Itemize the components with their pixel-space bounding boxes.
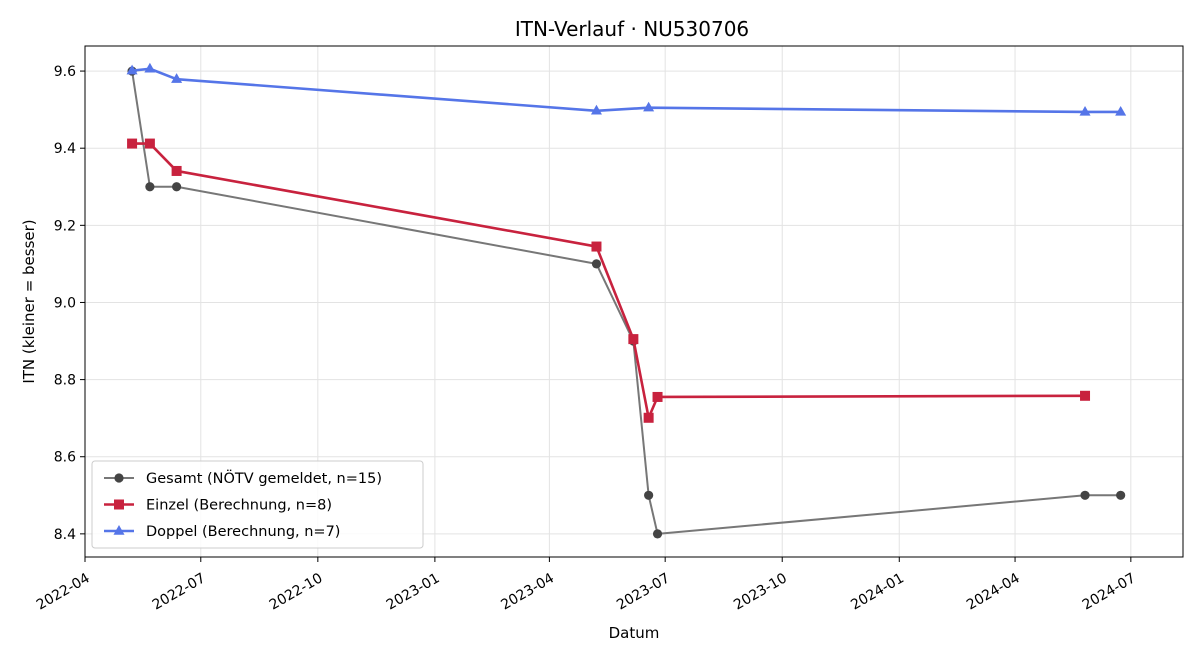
legend-marker-gesamt	[114, 473, 124, 483]
x-tick-label: 2022-10	[267, 570, 326, 613]
x-axis-label: Datum	[609, 624, 660, 642]
data-point-einzel	[1080, 390, 1091, 401]
x-tick-label: 2024-04	[964, 570, 1023, 613]
chart-title: ITN-Verlauf · NU530706	[515, 17, 749, 41]
series-doppel	[126, 62, 1127, 116]
data-point-einzel	[127, 138, 138, 149]
x-tick-label: 2023-04	[498, 570, 557, 613]
data-point-gesamt	[591, 259, 602, 269]
legend-box	[91, 460, 424, 549]
y-axis-label: ITN (kleiner = besser)	[20, 219, 38, 383]
data-point-gesamt	[1116, 490, 1126, 500]
plot-frame	[84, 45, 1184, 558]
legend-label-doppel: Doppel (Berechnung, n=7)	[146, 524, 340, 540]
x-tick-label: 2023-07	[614, 570, 673, 613]
series-layer	[126, 62, 1127, 539]
y-tick-label: 9.0	[54, 295, 76, 311]
legend-label-gesamt: Gesamt (NÖTV gemeldet, n=15)	[146, 469, 382, 487]
data-point-einzel	[652, 391, 663, 402]
legend: Gesamt (NÖTV gemeldet, n=15) Einzel (Bere…	[91, 460, 424, 549]
data-point-doppel	[171, 73, 183, 83]
series-line-einzel	[132, 142, 1086, 420]
data-point-gesamt	[644, 490, 654, 500]
data-point-einzel	[643, 412, 654, 423]
legend-marker-einzel	[114, 499, 124, 510]
y-tick-label: 8.6	[54, 450, 76, 466]
y-tick-label: 9.2	[54, 218, 76, 234]
data-point-doppel	[144, 62, 156, 73]
data-point-einzel	[171, 165, 182, 176]
data-point-doppel	[643, 101, 655, 112]
data-point-einzel	[591, 241, 602, 252]
data-point-doppel	[1079, 105, 1091, 116]
x-tick-label: 2022-07	[150, 570, 209, 613]
data-point-gesamt	[1080, 490, 1090, 500]
series-einzel	[127, 138, 1091, 423]
data-point-einzel	[144, 138, 155, 149]
x-tick-label: 2022-04	[34, 570, 93, 613]
data-point-gesamt	[172, 182, 182, 192]
data-point-doppel	[126, 64, 138, 75]
y-tick-label: 8.8	[54, 373, 76, 389]
y-tick-label: 9.4	[54, 141, 76, 157]
data-point-einzel	[628, 334, 639, 345]
data-point-gesamt	[652, 529, 663, 539]
legend-label-einzel: Einzel (Berechnung, n=8)	[146, 498, 332, 514]
data-point-doppel	[1115, 105, 1127, 116]
x-tick-label: 2023-01	[384, 570, 443, 613]
x-tick-label: 2023-10	[731, 570, 790, 613]
y-tick-label: 8.4	[54, 527, 76, 543]
data-point-doppel	[590, 104, 602, 115]
x-tick-label: 2024-07	[1080, 570, 1139, 613]
series-line-doppel	[131, 67, 1121, 114]
data-point-gesamt	[145, 182, 155, 192]
y-tick-label: 9.6	[54, 64, 76, 80]
legend-marker-doppel	[113, 525, 125, 535]
x-tick-label: 2024-01	[848, 570, 907, 613]
